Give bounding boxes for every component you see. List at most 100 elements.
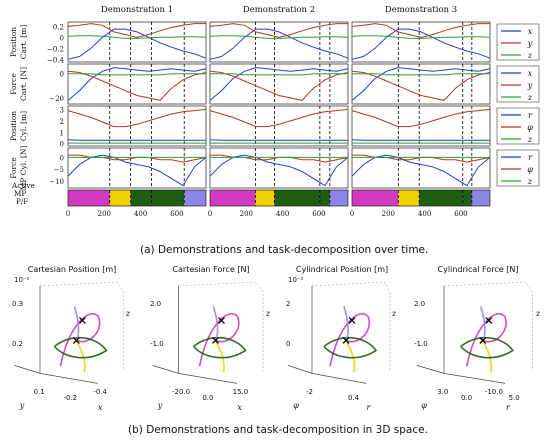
- y-tick-label: 2: [60, 118, 64, 126]
- tick-label: 2.0: [150, 300, 161, 308]
- x-tick-label: 600: [170, 210, 183, 218]
- segment-block: [419, 190, 463, 206]
- series-line-y: [351, 23, 490, 38]
- segment-label: MP: [14, 189, 26, 198]
- axis-label: y: [19, 401, 25, 410]
- trajectory: [53, 336, 108, 359]
- panel-frame: [351, 105, 491, 147]
- series-line-y: [351, 70, 491, 101]
- series-line-y: [67, 23, 206, 38]
- panel-frame: [67, 63, 207, 105]
- transition-marker: [485, 316, 493, 324]
- x-tick-label: 400: [134, 210, 147, 218]
- series-line-x: [209, 28, 349, 60]
- series-line-x: [67, 28, 207, 60]
- trajectory: [343, 306, 349, 341]
- caption-a: (a) Demonstrations and task-decompositio…: [140, 244, 429, 256]
- grid-line: [39, 281, 124, 372]
- row-label: Cart. [m]: [19, 25, 28, 60]
- series-line-z: [209, 35, 349, 39]
- tick-label: 2.0: [414, 300, 425, 308]
- tick-label: 0: [286, 340, 290, 348]
- series-line-phi: [67, 108, 207, 128]
- transition-marker: [218, 316, 225, 324]
- series-line-z: [210, 73, 348, 76]
- plot3d-title: Cylindrical Position [m]: [296, 265, 388, 274]
- series-line-phi: [351, 108, 491, 128]
- trajectory: [345, 340, 356, 373]
- segment-block: [352, 190, 399, 206]
- x-tick-label: 600: [312, 210, 325, 218]
- plot3d: [287, 281, 391, 384]
- row-label: MP Cyl. [N]: [19, 146, 28, 191]
- y-tick-label: 0: [60, 34, 64, 42]
- panel-frame: [67, 105, 207, 147]
- legend-label: z: [527, 177, 533, 186]
- x-tick-label: 600: [454, 210, 467, 218]
- tick-label: 0.4: [348, 394, 360, 402]
- segment-block: [329, 190, 348, 206]
- y-tick-label: −0.4: [47, 56, 65, 64]
- segment-block: [255, 190, 275, 206]
- axis-label: z: [391, 309, 397, 318]
- panel-frame: [209, 189, 349, 207]
- segment-label: Active: [11, 181, 35, 190]
- y-tick-label: 3: [60, 106, 64, 114]
- transition-marker: [212, 336, 219, 344]
- caption-b: (b) Demonstrations and task-decompositio…: [128, 424, 428, 436]
- y-tick-label: −10: [49, 178, 64, 186]
- tick-label: 15.0: [233, 388, 249, 396]
- column-title: Demonstration 1: [101, 5, 173, 15]
- transition-marker: [72, 336, 80, 344]
- plot3d: [416, 281, 533, 384]
- panel-frame: [67, 189, 207, 207]
- plot3d-title: Cartesian Position [m]: [28, 265, 116, 274]
- segment-block: [68, 190, 110, 206]
- segment-block: [210, 190, 256, 206]
- tick-label: -0.2: [63, 394, 77, 402]
- axis-label: z: [125, 309, 131, 318]
- tick-label: -0.4: [93, 388, 107, 396]
- column-title: Demonstration 3: [385, 5, 457, 15]
- y-tick-label: 0: [60, 154, 64, 162]
- segment-block: [151, 190, 185, 206]
- row-label: Force: [9, 73, 18, 95]
- segment-label: P/F: [16, 197, 28, 206]
- row-label: Position: [9, 111, 18, 141]
- y-tick-label: 1: [60, 129, 64, 137]
- series-line-y: [209, 23, 348, 38]
- series-line-y: [209, 70, 349, 101]
- row-label: Cart. [N]: [19, 67, 28, 101]
- series-line-z: [68, 73, 206, 76]
- x-tick-label: 0: [350, 210, 354, 218]
- series-line-y: [67, 70, 207, 101]
- series-line-x: [351, 67, 491, 101]
- tick-label: 0.0: [202, 394, 213, 402]
- axis-label: φ: [421, 401, 427, 410]
- legend-box: [496, 65, 540, 103]
- tick-label: -1.0: [414, 340, 428, 348]
- x-tick-label: 0: [66, 210, 70, 218]
- legend-label: x: [528, 27, 533, 36]
- tick-label: -2: [306, 388, 313, 396]
- panel-frame: [67, 21, 207, 63]
- legend-box: [496, 149, 540, 187]
- series-line-z: [67, 35, 207, 39]
- trajectory: [214, 340, 225, 373]
- series-line-x: [209, 67, 349, 101]
- grid-line: [178, 281, 264, 372]
- grid-line: [443, 281, 533, 372]
- y-tick-label: −0.2: [47, 45, 64, 53]
- axis-label: z: [265, 309, 271, 318]
- row-label: Force: [9, 157, 18, 179]
- y-tick-label: −20: [49, 95, 64, 103]
- series-line-phi: [209, 108, 349, 128]
- x-tick-label: 200: [240, 210, 253, 218]
- legend-label: r: [528, 111, 533, 120]
- x-tick-label: 0: [208, 210, 212, 218]
- legend-label: y: [527, 39, 533, 48]
- segment-block: [462, 190, 472, 206]
- panel-frame: [209, 63, 349, 105]
- exponent-label: 10⁻²: [288, 276, 304, 284]
- legend-label: y: [527, 81, 533, 90]
